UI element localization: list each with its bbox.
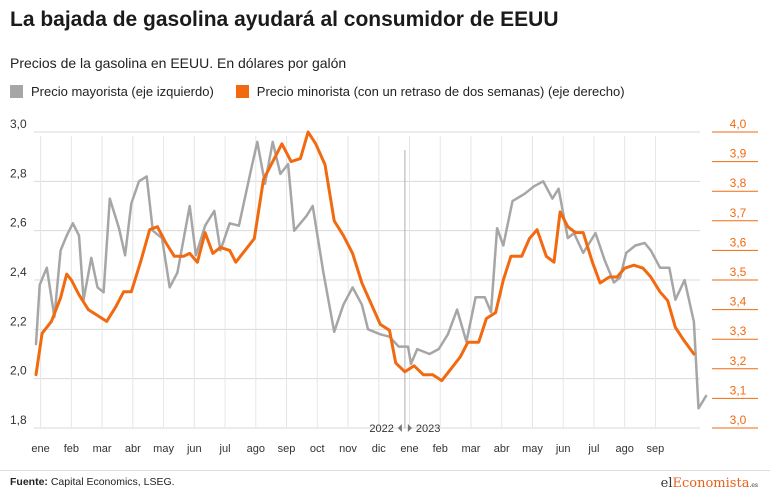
x-tick-label: mar [93,443,112,455]
y-right-tick-label: 4,0 [730,117,747,131]
x-tick-label: sep [278,443,296,455]
y-right-tick-label: 3,8 [730,176,747,190]
publisher-logo: elEconomista.es [661,476,758,491]
x-tick-label: may [153,443,174,455]
source-text: Capital Economics, LSEG. [50,476,175,488]
legend-label-retail: Precio minorista (con un retraso de dos … [256,84,625,99]
x-tick-label: nov [339,443,357,455]
legend: Precio mayorista (eje izquierdo) Precio … [10,84,647,99]
x-tick-label: jun [555,443,571,455]
x-tick-label: feb [433,443,448,455]
legend-item-retail: Precio minorista (con un retraso de dos … [235,84,625,99]
y-right-tick-label: 3,3 [730,324,747,338]
y-left-tick-label: 2,6 [10,216,27,230]
x-tick-label: jul [219,443,231,455]
logo-tld: .es [749,482,758,489]
x-tick-label: abr [494,443,510,455]
y-right-tick-label: 3,1 [730,383,747,397]
series-line-wholesale [34,140,708,410]
y-right-tick-label: 3,5 [730,265,747,279]
year-arrow-left-icon [397,424,402,432]
y-left-tick-label: 1,8 [10,413,27,427]
y-right-tick-label: 3,9 [730,147,747,161]
legend-label-wholesale: Precio mayorista (eje izquierdo) [31,84,214,99]
y-right-tick-label: 3,2 [730,354,747,368]
chart-title: La bajada de gasolina ayudará al consumi… [10,8,559,31]
legend-swatch-wholesale [10,85,23,98]
y-left-tick-label: 2,0 [10,364,27,378]
y-left-tick-label: 2,2 [10,314,27,328]
x-tick-label: may [522,443,543,455]
year-arrow-right-icon [407,424,412,432]
logo-prefix: el [660,476,673,491]
source-label: Fuente: [10,476,48,488]
series-line-retail [34,130,696,383]
x-tick-label: mar [462,443,481,455]
y-right-tick-label: 3,4 [730,295,747,309]
legend-swatch-retail [235,85,249,98]
x-tick-label: oct [310,443,325,455]
logo-highlight: Economista [672,476,750,491]
x-tick-label: ene [31,443,49,455]
y-left-tick-label: 2,4 [10,265,27,279]
footer-divider [0,470,770,471]
y-right-tick-label: 3,7 [730,206,747,220]
x-tick-label: ago [616,443,634,455]
x-tick-label: ago [247,443,265,455]
x-tick-label: dic [372,443,387,455]
y-left-tick-label: 3,0 [10,117,27,131]
x-tick-label: sep [647,443,665,455]
year-label-left: 2022 [369,423,393,435]
chart-subtitle: Precios de la gasolina en EEUU. En dólar… [10,55,347,71]
line-chart: 1,8 2,0 2,2 2,4 2,6 2,8 3,0 3,0 3,1 3,2 3,3 3,4 3,5 3… [10,117,758,455]
x-tick-label: jun [186,443,202,455]
y-left-tick-label: 2,8 [10,166,27,180]
x-tick-label: feb [64,443,79,455]
x-tick-label: ene [400,443,418,455]
y-right-tick-label: 3,0 [730,413,747,427]
y-right-tick-label: 3,6 [730,235,747,249]
legend-item-wholesale: Precio mayorista (eje izquierdo) [10,84,214,99]
x-tick-label: jul [587,443,599,455]
source-note: Fuente: Capital Economics, LSEG. [10,476,175,488]
x-tick-label: abr [125,443,141,455]
year-label-right: 2023 [416,423,440,435]
